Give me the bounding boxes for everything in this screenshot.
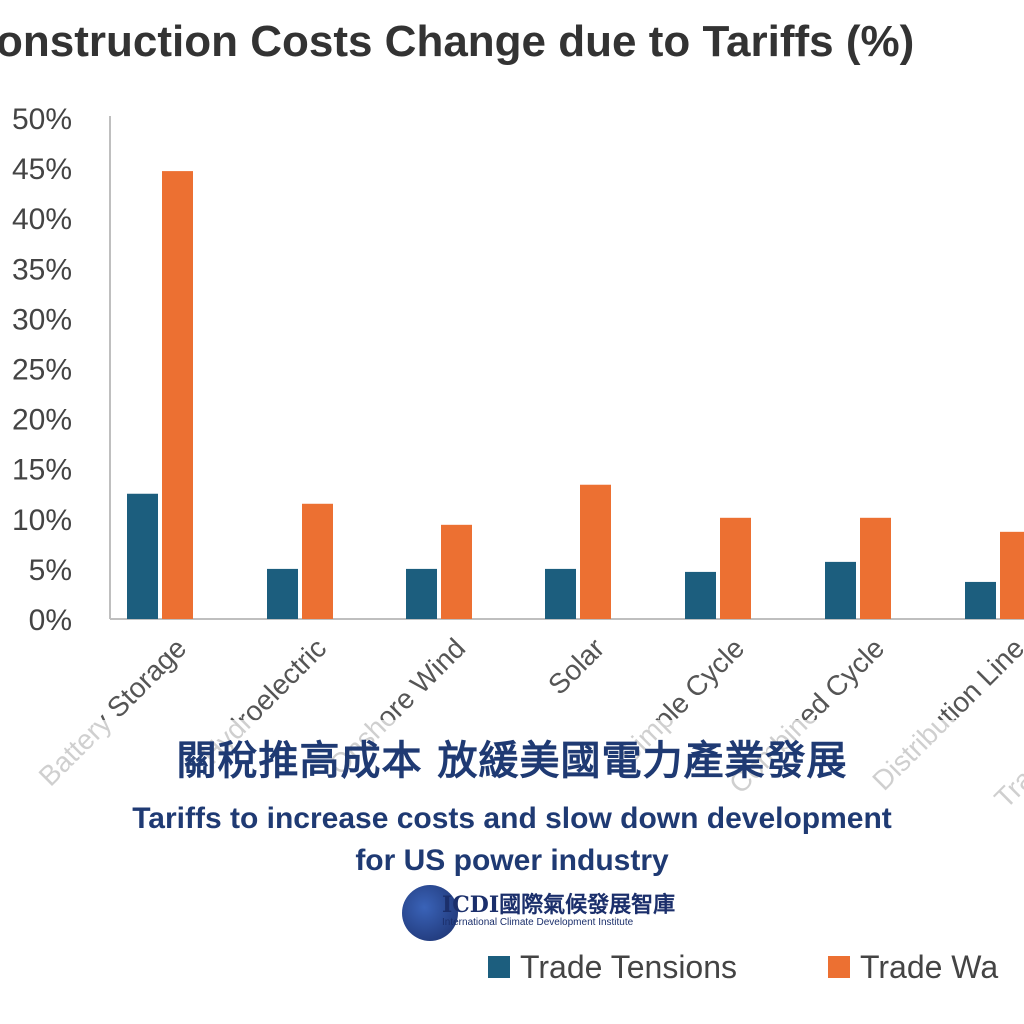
y-tick-label: 5% <box>29 554 72 587</box>
bar-trade-wars <box>580 484 611 619</box>
legend-label: Trade Tensions <box>520 949 737 985</box>
headline-english-line-2: for US power industry <box>355 844 669 877</box>
legend-swatch <box>828 956 850 978</box>
y-axis: 0% 5% 10% 15% 20% 25% 30% 35% 40% 45% 50% <box>12 103 1024 637</box>
y-tick-label: 30% <box>12 303 72 336</box>
y-tick-label: 35% <box>12 253 72 286</box>
globe-icon <box>402 885 458 941</box>
bar-trade-wars <box>441 524 472 619</box>
bar-trade-tensions <box>127 493 158 619</box>
y-tick-label: 40% <box>12 203 72 236</box>
bar-trade-wars <box>162 171 193 619</box>
bar-trade-tensions <box>406 568 437 619</box>
headline-chinese: 關稅推高成本 放緩美國電力產業發展 <box>176 738 848 784</box>
bar-trade-wars <box>302 503 333 619</box>
bar-trade-tensions <box>965 581 996 619</box>
legend-swatch <box>488 956 510 978</box>
chart-title: onstruction Costs Change due to Tariffs … <box>0 17 914 66</box>
y-tick-label: 25% <box>12 354 72 387</box>
bar-trade-wars <box>1000 531 1024 619</box>
logo-name: ICDI國際氣候發展智庫 <box>442 892 676 918</box>
y-tick-label: 20% <box>12 404 72 437</box>
bar-trade-tensions <box>685 571 716 619</box>
bar-trade-tensions <box>267 568 298 619</box>
overlay-backdrop <box>0 720 1024 890</box>
bar-trade-tensions <box>825 561 856 619</box>
bars <box>127 171 1024 619</box>
bar-trade-wars <box>860 517 891 619</box>
icdi-logo: ICDI國際氣候發展智庫 International Climate Devel… <box>402 885 675 945</box>
y-tick-label: 10% <box>12 504 72 537</box>
headline-english: Tariffs to increase costs and slow down … <box>0 798 1024 882</box>
y-tick-label: 45% <box>12 153 72 186</box>
legend-label: Trade Wa <box>860 949 998 985</box>
legend: Trade Tensions Trade Wa <box>488 949 998 985</box>
bar-trade-wars <box>720 517 751 619</box>
category-label: Solar <box>542 632 610 700</box>
y-tick-label: 0% <box>29 604 72 637</box>
bar-trade-tensions <box>545 568 576 619</box>
y-tick-label: 15% <box>12 454 72 487</box>
headline-english-line-1: Tariffs to increase costs and slow down … <box>132 802 892 835</box>
y-tick-label: 50% <box>12 103 72 136</box>
logo-subtitle: International Climate Development Instit… <box>442 917 634 928</box>
